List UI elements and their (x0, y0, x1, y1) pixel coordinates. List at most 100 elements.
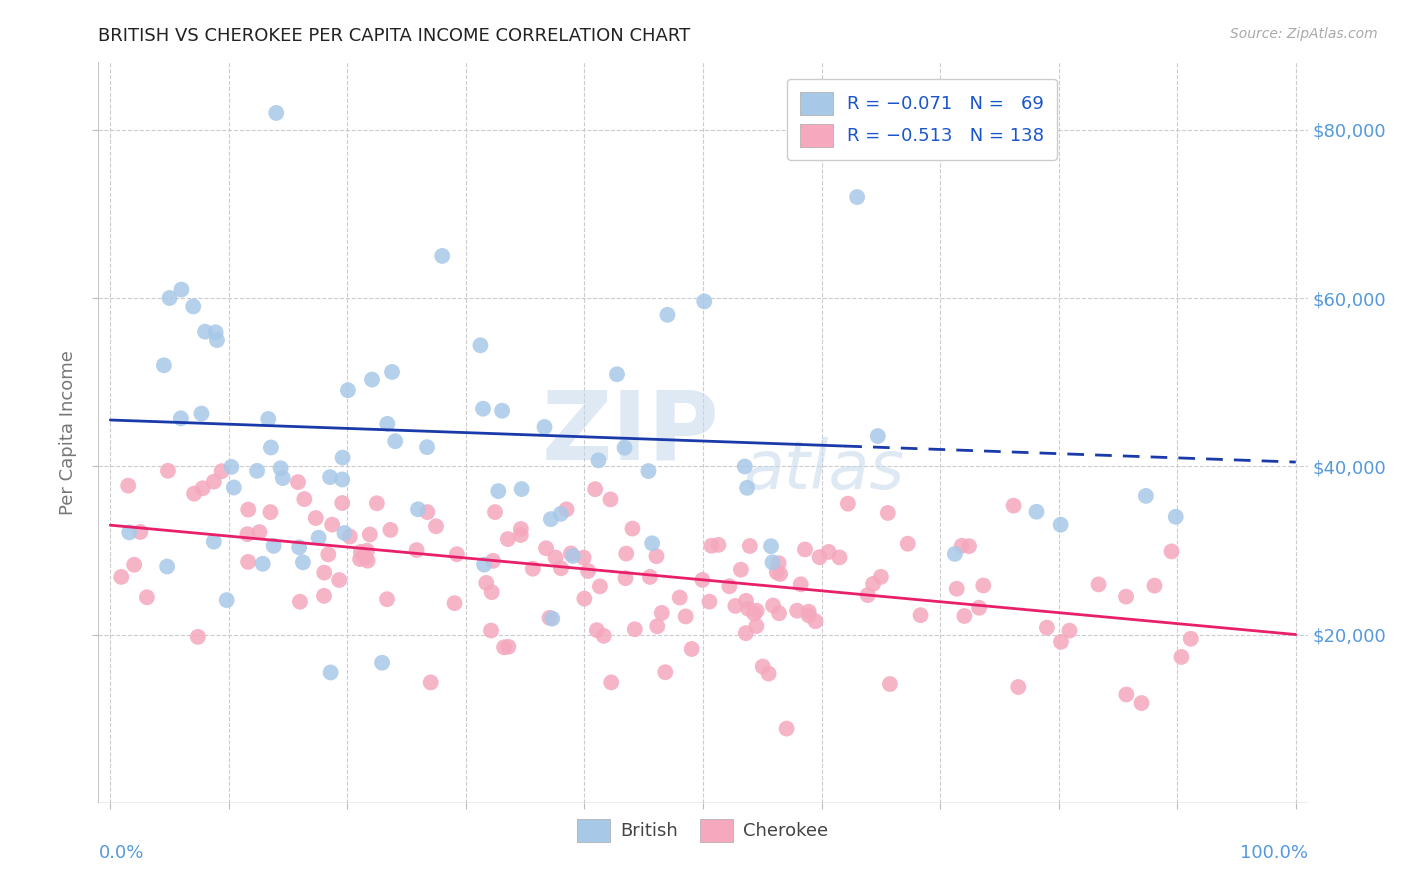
Point (775, 722, 797, 736)
Point (270, 461, 292, 475)
Point (600, 675, 623, 690)
Point (1115, 688, 1137, 702)
Text: 0.0%: 0.0% (98, 844, 143, 862)
Point (585, 623, 607, 637)
Point (550, 561, 572, 575)
Point (156, 464, 179, 478)
Point (336, 383, 359, 397)
Point (470, 338, 492, 352)
Point (486, 484, 509, 499)
Point (572, 550, 595, 565)
Point (879, 677, 901, 691)
Point (588, 453, 610, 467)
Point (790, 577, 813, 591)
Point (380, 523, 402, 537)
Point (735, 481, 758, 495)
Point (654, 665, 676, 680)
Point (797, 608, 820, 623)
Point (540, 512, 562, 526)
Point (614, 547, 637, 561)
Point (472, 401, 495, 416)
Point (681, 642, 703, 657)
Point (183, 486, 205, 500)
Point (475, 575, 498, 590)
Point (768, 606, 790, 620)
Point (305, 511, 328, 525)
Point (384, 434, 406, 449)
Point (333, 526, 356, 541)
Point (562, 549, 585, 563)
Point (555, 502, 578, 516)
Point (484, 505, 506, 519)
Point (718, 579, 741, 593)
Point (361, 373, 384, 387)
Point (494, 640, 516, 655)
Point (259, 505, 281, 519)
Point (238, 502, 260, 516)
Point (1164, 509, 1187, 524)
Point (614, 571, 637, 585)
Point (856, 588, 879, 602)
Point (599, 492, 621, 507)
Text: ZIP: ZIP (541, 386, 720, 479)
Point (260, 441, 283, 455)
Point (316, 548, 339, 562)
Point (110, 570, 132, 584)
Point (187, 630, 209, 644)
Point (866, 429, 889, 443)
Point (236, 555, 259, 569)
Point (498, 640, 520, 654)
Point (308, 531, 330, 545)
Point (837, 497, 859, 511)
Point (762, 599, 785, 613)
Point (170, 283, 193, 297)
Point (1025, 505, 1047, 519)
Point (638, 570, 661, 584)
Point (354, 550, 377, 565)
Point (204, 326, 226, 340)
Point (122, 558, 145, 572)
Point (804, 614, 827, 628)
Point (1130, 696, 1153, 710)
Point (156, 559, 179, 574)
Point (761, 555, 783, 569)
Point (291, 555, 314, 569)
Point (190, 407, 212, 421)
Point (737, 601, 759, 615)
Point (769, 566, 792, 581)
Point (236, 527, 259, 541)
Point (263, 539, 285, 553)
Point (583, 482, 606, 496)
Point (533, 420, 555, 434)
Point (222, 481, 245, 495)
Point (768, 556, 790, 570)
Point (509, 528, 531, 542)
Point (1002, 499, 1025, 513)
Text: BRITISH VS CHEROKEE PER CAPITA INCOME CORRELATION CHART: BRITISH VS CHEROKEE PER CAPITA INCOME CO… (98, 27, 690, 45)
Point (862, 577, 884, 591)
Point (943, 547, 966, 561)
Point (211, 464, 233, 478)
Point (117, 478, 139, 492)
Point (786, 604, 808, 618)
Point (538, 611, 561, 625)
Point (953, 609, 976, 624)
Point (371, 656, 394, 670)
Point (734, 459, 756, 474)
Point (592, 629, 614, 643)
Point (758, 666, 780, 681)
Point (425, 519, 447, 533)
Point (1087, 577, 1109, 591)
Point (950, 539, 973, 553)
Point (366, 496, 388, 510)
Point (534, 541, 557, 556)
Point (405, 543, 427, 558)
Point (692, 573, 714, 587)
Point (375, 417, 398, 431)
Point (574, 591, 596, 606)
Point (252, 557, 274, 571)
Point (194, 325, 217, 339)
Point (375, 592, 398, 607)
Legend: British, Cherokee: British, Cherokee (571, 812, 835, 849)
Point (202, 534, 225, 549)
